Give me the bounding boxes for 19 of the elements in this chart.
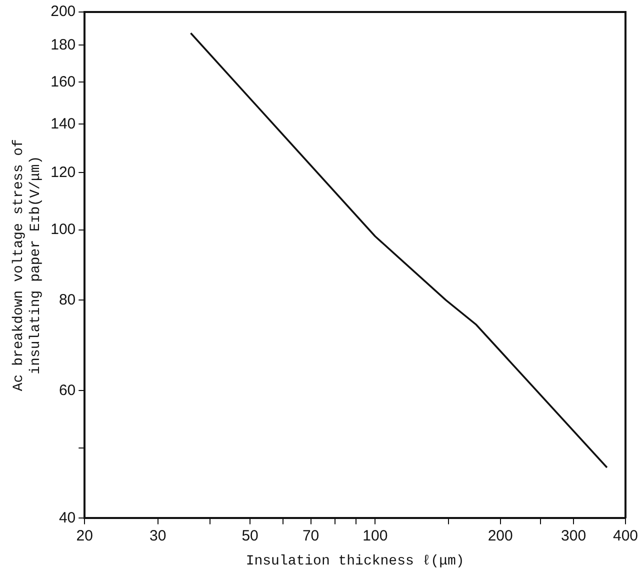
x-tick-label: 300 <box>561 527 586 544</box>
x-tick-label: 400 <box>612 527 638 544</box>
y-tick-label: 40 <box>58 509 76 526</box>
x-tick-label: 30 <box>149 527 166 544</box>
x-tick-label: 100 <box>362 527 388 544</box>
y-tick-label: 60 <box>58 382 76 399</box>
y-axis-title: Ac breakdown voltage stress of insulating paper Eɪb(V/μm) <box>11 139 44 392</box>
x-tick-label: 20 <box>76 527 93 544</box>
x-axis-title: Insulation thickness ℓ(μm) <box>246 553 464 570</box>
y-tick-label: 120 <box>50 164 76 181</box>
y-tick-label: 200 <box>50 3 76 20</box>
y-tick-label: 180 <box>50 36 76 54</box>
y-tick-label: 100 <box>50 221 76 238</box>
y-tick-label: 160 <box>50 73 76 90</box>
y-tick-label: 140 <box>50 115 76 132</box>
x-tick-label: 50 <box>242 527 258 544</box>
x-tick-label: 200 <box>488 527 513 544</box>
y-tick-label: 80 <box>58 291 76 308</box>
x-tick-label: 70 <box>302 527 320 544</box>
